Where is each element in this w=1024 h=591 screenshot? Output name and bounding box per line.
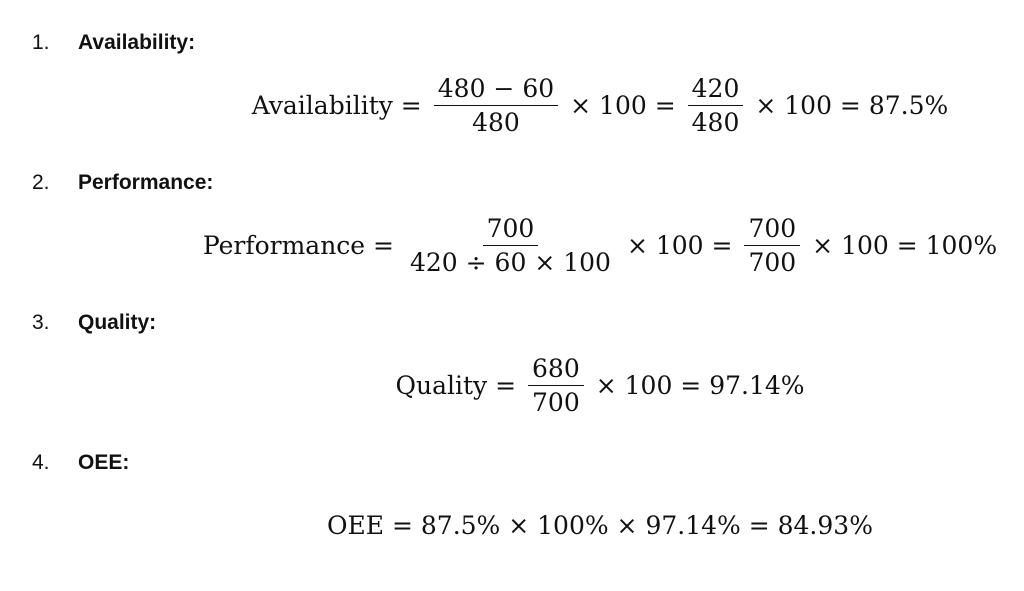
item-heading-row: 1. Availability: — [0, 30, 1024, 56]
item-number: 1. — [32, 31, 50, 54]
item-heading-row: 4. OEE: — [0, 450, 1024, 476]
formula-text: × 100 = — [626, 230, 733, 260]
item-number: 2. — [32, 171, 50, 194]
formula-text: Quality = — [395, 370, 517, 400]
formula-text: × 100 = — [570, 90, 676, 120]
list-item: 1. Availability: Availability = 480 − 60 480… — [0, 30, 1024, 170]
denominator: 480 — [472, 107, 520, 137]
numerator: 700 — [744, 214, 801, 246]
item-heading-row: 3. Quality: — [0, 310, 1024, 336]
list-item: 4. OEE: OEE = 87.5% × 100% × 97.14% = 84.9… — [0, 450, 1024, 590]
list-item: 3. Quality: Quality = 680 700 × 100 = 97.14% — [0, 310, 1024, 450]
formula-text: × 100 = 97.14% — [595, 370, 805, 400]
formula: Performance = 700 420 ÷ 60 × 100 × 100 = 700… — [176, 210, 1024, 280]
formula: Quality = 680 700 × 100 = 97.14% — [176, 350, 1024, 420]
formula: Availability = 480 − 60 480 × 100 = 420 480 × … — [176, 70, 1024, 140]
formula-text: × 100 = 87.5% — [755, 90, 949, 120]
formula-text: OEE = 87.5% × 100% × 97.14% = 84.93% — [327, 510, 873, 540]
fraction: 700 700 — [744, 214, 801, 277]
formula-text: Performance = — [202, 230, 394, 260]
denominator: 700 — [748, 247, 797, 277]
formula-text: Availability = — [251, 90, 422, 120]
item-heading: Availability: — [78, 31, 196, 54]
item-heading: Quality: — [78, 311, 157, 334]
formula: OEE = 87.5% × 100% × 97.14% = 84.93% — [176, 490, 1024, 560]
denominator: 420 ÷ 60 × 100 — [410, 247, 611, 277]
numerator: 480 − 60 — [433, 74, 559, 106]
fraction: 700 420 ÷ 60 × 100 — [406, 214, 615, 277]
list-item: 2. Performance: Performance = 700 420 ÷ 60 ×… — [0, 170, 1024, 310]
numerator: 680 — [528, 354, 584, 386]
numerator: 420 — [687, 74, 744, 106]
item-number: 3. — [32, 311, 50, 334]
item-heading: Performance: — [78, 171, 214, 194]
fraction: 480 − 60 480 — [433, 74, 559, 137]
denominator: 480 — [691, 107, 740, 137]
fraction: 680 700 — [528, 354, 584, 417]
formula-text: × 100 = 100% — [812, 230, 998, 260]
denominator: 700 — [532, 387, 580, 417]
item-heading: OEE: — [78, 451, 130, 474]
item-heading-row: 2. Performance: — [0, 170, 1024, 196]
item-number: 4. — [32, 451, 50, 474]
fraction: 420 480 — [687, 74, 744, 137]
numerator: 700 — [482, 214, 539, 246]
